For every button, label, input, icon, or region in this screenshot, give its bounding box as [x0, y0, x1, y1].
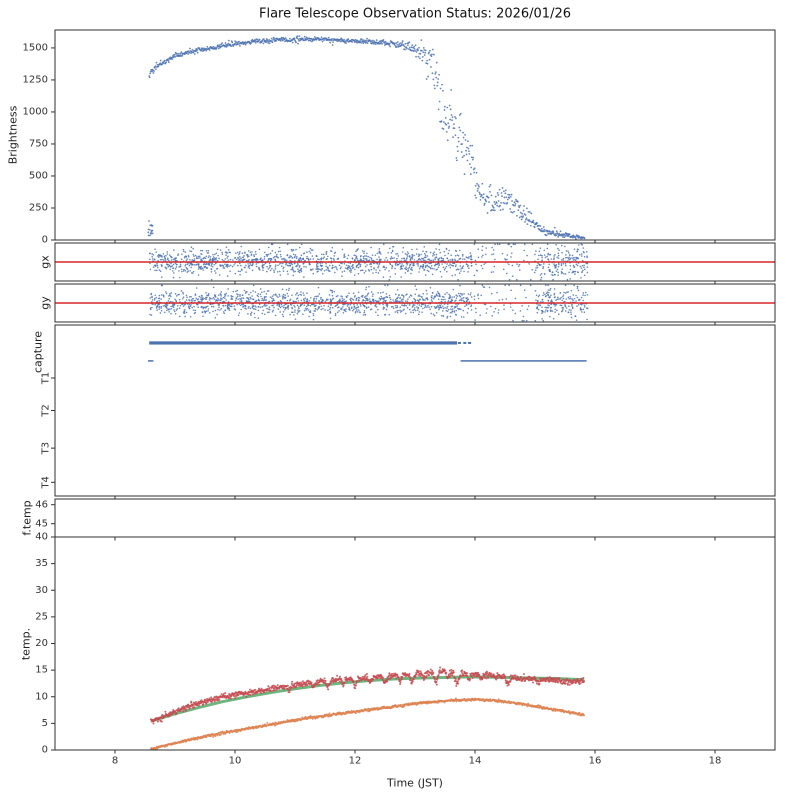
ylabel-gy: gy — [38, 296, 52, 310]
ylabel-temp: temp. — [19, 627, 33, 661]
ylabel-capture: capture — [31, 330, 45, 374]
chart-title: Flare Telescope Observation Status: 2026… — [259, 6, 571, 22]
ylabel-ftemp: f.temp — [20, 500, 34, 536]
ylabel-brightness: Brightness — [6, 105, 20, 165]
x-axis-label: Time (JST) — [387, 776, 443, 790]
ylabel-gx: gx — [38, 255, 52, 269]
